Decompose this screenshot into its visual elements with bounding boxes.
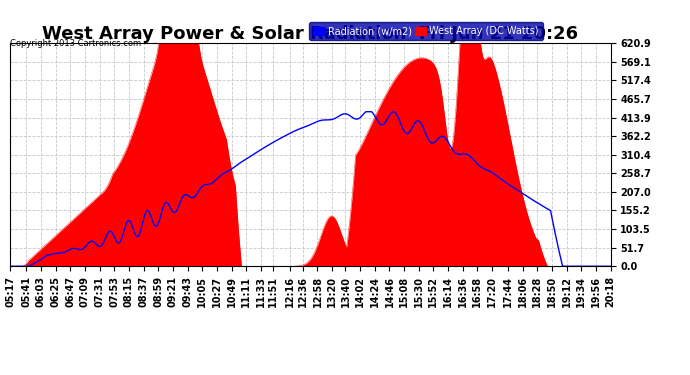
Text: Copyright 2013 Cartronics.com: Copyright 2013 Cartronics.com: [10, 39, 141, 48]
Title: West Array Power & Solar Radiation  Fri Jun 21 20:26: West Array Power & Solar Radiation Fri J…: [43, 25, 578, 43]
Legend: Radiation (w/m2), West Array (DC Watts): Radiation (w/m2), West Array (DC Watts): [309, 22, 543, 40]
